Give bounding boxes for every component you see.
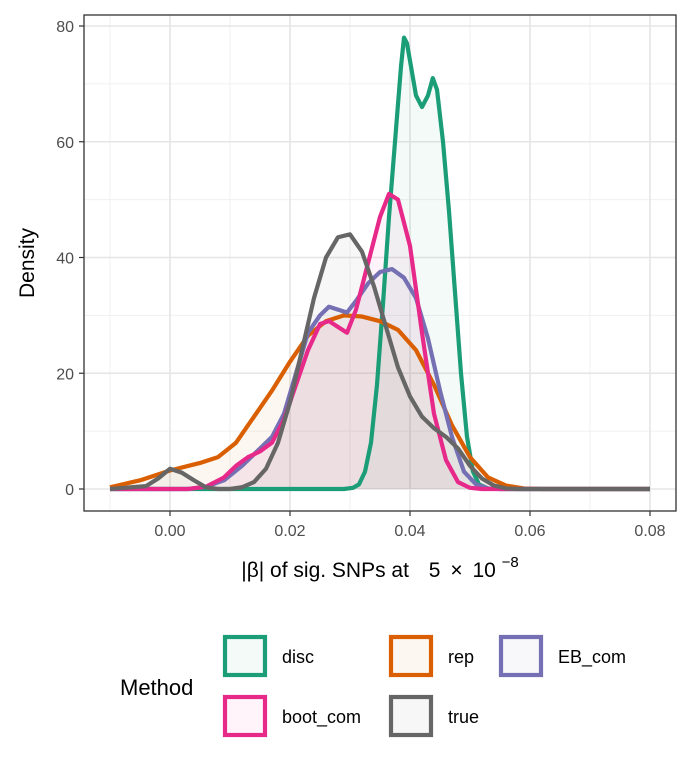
legend-item-disc: disc bbox=[222, 634, 314, 678]
legend-item-EB_com: EB_com bbox=[498, 634, 626, 678]
legend-label-disc: disc bbox=[282, 647, 314, 667]
legend-key-EB_com bbox=[498, 634, 544, 678]
x-axis-title-times: × bbox=[450, 559, 462, 582]
y-tick-label: 20 bbox=[56, 366, 74, 383]
x-tick-label: 0.00 bbox=[154, 523, 185, 540]
density-fills bbox=[110, 37, 650, 489]
legend-key-disc bbox=[222, 634, 268, 678]
density-line-boot_com bbox=[110, 191, 650, 492]
grid-lines bbox=[84, 15, 676, 511]
legend-item-true: true bbox=[388, 694, 479, 738]
y-tick-label: 40 bbox=[56, 251, 74, 268]
x-tick-label: 0.02 bbox=[274, 523, 305, 540]
density-line-true bbox=[109, 232, 650, 492]
x-tick-label: 0.04 bbox=[394, 523, 425, 540]
legend-label-rep: rep bbox=[448, 647, 474, 667]
density-fill-EB_com bbox=[110, 269, 650, 489]
legend-label-EB_com: EB_com bbox=[558, 647, 626, 668]
y-tick-label: 0 bbox=[65, 482, 74, 499]
x-axis-title-coef: 5 bbox=[429, 559, 441, 582]
panel-border bbox=[83, 14, 677, 512]
x-axis-title-exponent: −8 bbox=[502, 554, 519, 571]
legend-title: Method bbox=[120, 675, 193, 700]
density-fill-disc bbox=[110, 37, 650, 489]
axis-ticks: 0.00 0.02 0.04 0.06 0.08 0 20 40 60 80 bbox=[56, 19, 665, 540]
density-fill-rep bbox=[110, 315, 650, 489]
legend: disc rep EB_com boot_com true bbox=[222, 634, 626, 738]
legend-label-boot_com: boot_com bbox=[282, 707, 361, 728]
legend-item-rep: rep bbox=[388, 634, 474, 678]
x-axis-title-base: 10 bbox=[472, 559, 495, 582]
legend-key-true bbox=[388, 694, 434, 738]
density-line-disc bbox=[110, 35, 650, 492]
y-tick-label: 60 bbox=[56, 135, 74, 152]
density-lines bbox=[109, 35, 650, 492]
legend-label-true: true bbox=[448, 707, 479, 727]
legend-key-rep bbox=[388, 634, 434, 678]
x-tick-label: 0.08 bbox=[634, 523, 665, 540]
y-axis-title: Density bbox=[16, 227, 39, 298]
x-tick-label: 0.06 bbox=[514, 523, 545, 540]
y-tick-label: 80 bbox=[56, 19, 74, 36]
legend-key-boot_com bbox=[222, 694, 268, 738]
x-axis-title: |β| of sig. SNPs at 5 × 10 −8 bbox=[241, 554, 519, 582]
legend-item-boot_com: boot_com bbox=[222, 694, 361, 738]
x-axis-title-prefix: |β| of sig. SNPs at bbox=[241, 559, 409, 582]
